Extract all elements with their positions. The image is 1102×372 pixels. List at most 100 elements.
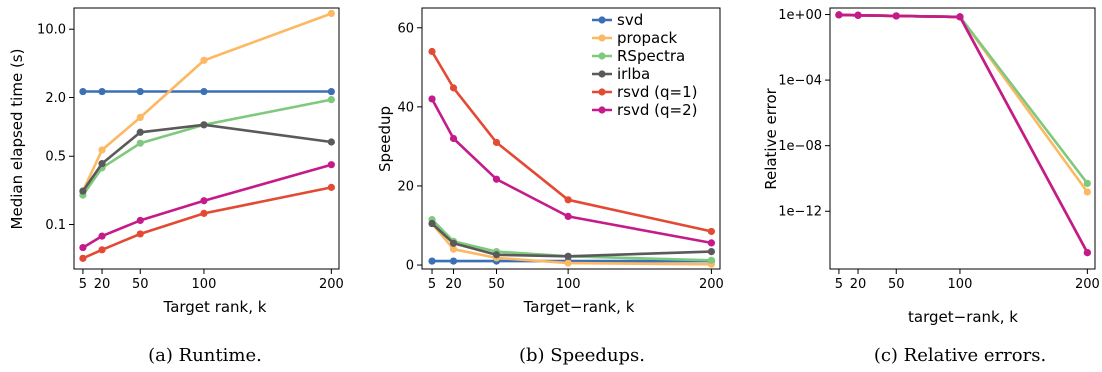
- x-tick-label-runtime: 20: [94, 277, 111, 292]
- point-rsvd-q-2: [449, 134, 458, 143]
- y-tick-label-speedups: 60: [397, 21, 414, 36]
- point-rsvd-q-1: [79, 254, 87, 262]
- y-tick-label-runtime: 0.1: [45, 218, 66, 233]
- point-irlba: [200, 121, 208, 129]
- point-svd: [449, 257, 458, 265]
- point-irlba: [428, 219, 436, 228]
- point-irlba: [327, 138, 335, 146]
- x-tick-label-relative-errors: 5: [835, 277, 843, 292]
- x-tick-label-speedups: 200: [699, 277, 724, 292]
- panel-runtime: 5 20 50 100 200 0.1 0.5 2.0 10.0 Median elapsed …: [8, 7, 344, 366]
- xlabel-relative-errors: target−rank, k: [908, 308, 1018, 326]
- legend-marker-rsvd-q-2: [598, 106, 606, 114]
- series-line-propack: [838, 13, 1089, 193]
- plot-frame-runtime: [73, 7, 340, 270]
- legend-marker-rsvd-q-1: [598, 88, 606, 96]
- point-rspectra: [136, 139, 144, 147]
- legend-marker-svd: [598, 16, 606, 24]
- x-tick-label-runtime: 50: [132, 277, 149, 292]
- point-rsvd-q-2: [854, 11, 862, 19]
- legend-marker-rspectra: [598, 52, 606, 60]
- point-rsvd-q-1: [492, 138, 501, 147]
- legend-label-irlba: irlba: [617, 65, 650, 83]
- point-irlba: [564, 252, 572, 260]
- point-propack: [200, 56, 208, 64]
- point-propack: [449, 245, 458, 253]
- axes-runtime: 5 20 50 100 200 0.1 0.5 2.0 10.0: [37, 9, 344, 292]
- point-rsvd-q-1: [564, 196, 572, 204]
- point-rsvd-q-2: [98, 232, 106, 240]
- axes-relative-errors: 5 20 50 100 200 1e−12 1e−08 1e−04 1e+00: [778, 8, 1099, 292]
- x-tick-label-relative-errors: 100: [948, 277, 973, 292]
- xlabel-runtime: Target rank, k: [163, 298, 267, 316]
- point-svd: [428, 257, 436, 265]
- ylabel-speedups: Speedup: [376, 106, 394, 172]
- point-rsvd-q-2: [564, 212, 572, 221]
- point-rsvd-q-1: [449, 84, 458, 92]
- series-line-rsvd-q-2: [82, 163, 332, 249]
- x-tick-label-runtime: 100: [192, 277, 217, 292]
- point-rsvd-q-1: [200, 209, 208, 217]
- panel-speedups: 5 20 50 100 200 0 20 40 60 Speedup Target−rank, …: [376, 7, 724, 366]
- caption-relative-errors: (c) Relative errors.: [874, 345, 1046, 366]
- x-tick-label-relative-errors: 20: [850, 277, 867, 292]
- legend-marker-propack: [598, 34, 606, 42]
- series-line-rspectra: [838, 13, 1089, 185]
- y-tick-label-runtime: 2.0: [45, 91, 66, 106]
- x-tick-label-speedups: 20: [445, 277, 462, 292]
- legend-marker-irlba: [598, 70, 606, 78]
- point-rsvd-q-1: [98, 246, 106, 254]
- y-tick-label-speedups: 40: [397, 100, 414, 115]
- point-svd: [200, 87, 208, 96]
- point-rsvd-q-1: [428, 47, 436, 56]
- x-tick-label-relative-errors: 200: [1075, 277, 1100, 292]
- point-propack: [327, 9, 335, 18]
- point-irlba: [449, 239, 458, 247]
- point-irlba: [79, 187, 87, 195]
- point-propack: [1083, 188, 1091, 196]
- series-line-rsvd-q-1: [430, 50, 712, 233]
- legend-label-propack: propack: [617, 29, 677, 47]
- series-line-propack: [81, 12, 332, 192]
- point-rsvd-q-2: [79, 243, 87, 252]
- legend-label-rsvd-q-1: rsvd (q=1): [617, 83, 698, 101]
- x-tick-label-relative-errors: 50: [888, 277, 905, 292]
- point-rsvd-q-2: [327, 161, 335, 169]
- panel-relative-errors: 5 20 50 100 200 1e−12 1e−08 1e−04 1e+00 Relative…: [762, 7, 1100, 366]
- legend-label-rsvd-q-2: rsvd (q=2): [617, 101, 698, 119]
- point-rsvd-q-2: [136, 216, 144, 225]
- y-tick-label-relative-errors: 1e−08: [778, 139, 822, 154]
- legend-label-rspectra: RSpectra: [617, 47, 685, 65]
- y-tick-label-relative-errors: 1e+00: [778, 8, 822, 23]
- point-svd: [136, 87, 144, 96]
- plot-frame-speedups: [421, 7, 721, 270]
- point-rsvd-q-2: [707, 239, 716, 247]
- y-tick-label-runtime: 0.5: [45, 150, 66, 165]
- point-rsvd-q-2: [492, 175, 501, 183]
- x-tick-label-speedups: 5: [428, 277, 436, 292]
- point-rsvd-q-1: [136, 230, 144, 238]
- ylabel-runtime: Median elapsed time (s): [8, 49, 26, 230]
- x-tick-label-speedups: 50: [488, 277, 505, 292]
- ylabel-relative-errors: Relative error: [762, 87, 780, 189]
- x-tick-label-runtime: 5: [79, 277, 87, 292]
- point-rsvd-q-1: [707, 227, 716, 236]
- point-rsvd-q-2: [200, 197, 208, 205]
- point-svd: [98, 87, 106, 96]
- plot-frame-relative-errors: [829, 7, 1096, 270]
- point-irlba: [492, 251, 501, 259]
- point-propack: [564, 259, 572, 267]
- axes-speedups: 5 20 50 100 200 0 20 40 60: [397, 21, 723, 292]
- point-rsvd-q-2: [428, 95, 436, 103]
- caption-runtime: (a) Runtime.: [148, 345, 262, 366]
- point-rspectra: [707, 256, 716, 264]
- point-svd: [327, 87, 335, 96]
- y-tick-label-runtime: 10.0: [37, 23, 66, 38]
- y-tick-label-relative-errors: 1e−12: [778, 205, 822, 220]
- y-tick-label-speedups: 0: [406, 259, 414, 274]
- point-rsvd-q-2: [892, 12, 900, 20]
- legend-label-svd: svd: [617, 11, 643, 29]
- point-rsvd-q-2: [1083, 249, 1091, 257]
